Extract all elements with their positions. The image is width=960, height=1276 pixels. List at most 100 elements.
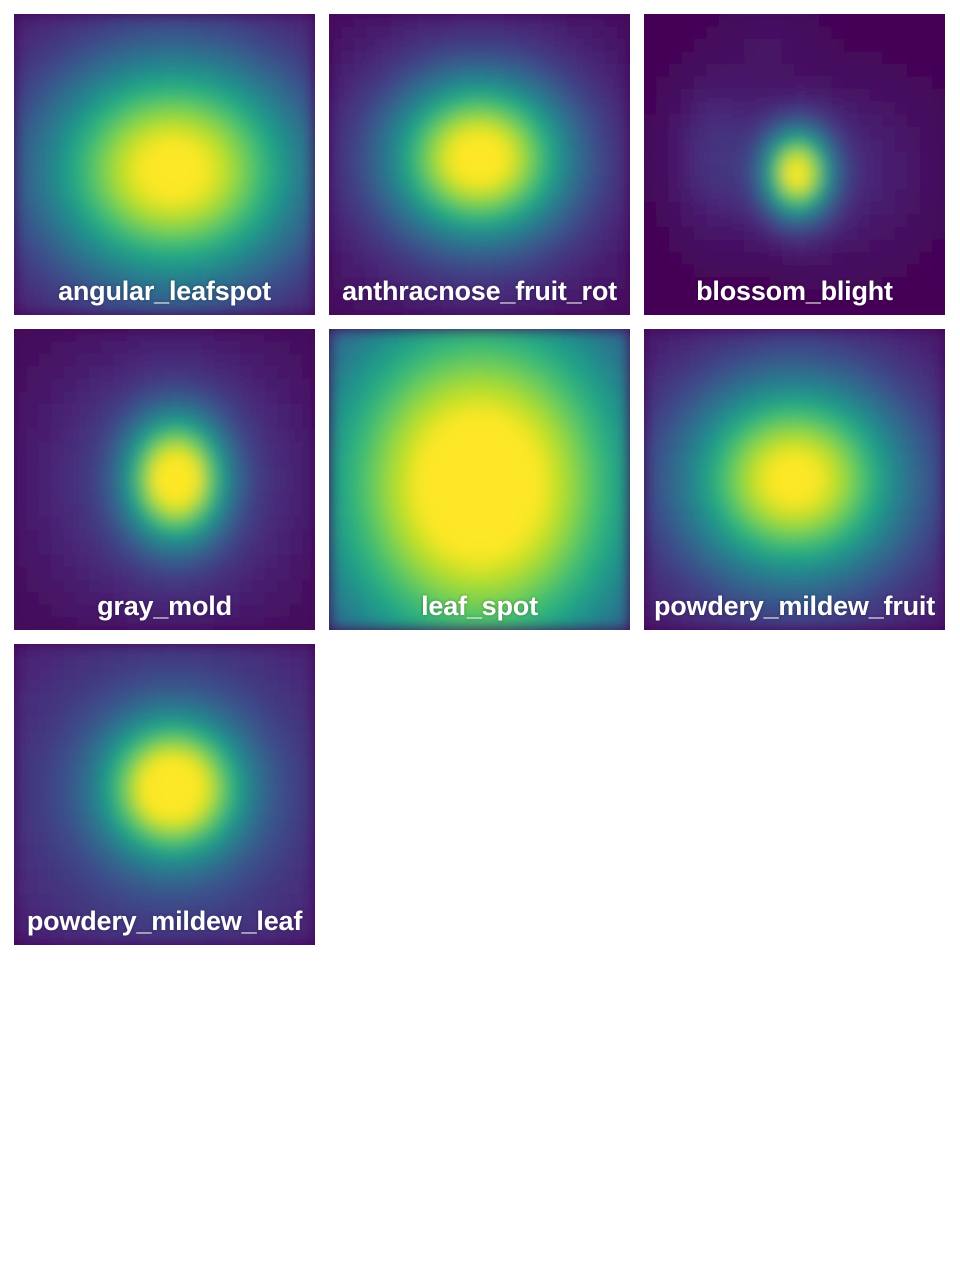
heatmap-cell [214,656,228,670]
heatmap-cell [264,302,278,315]
heatmap-cell [693,604,707,618]
heatmap-cell [151,378,165,392]
heatmap-cell [806,201,820,215]
heatmap-cell [604,554,618,568]
heatmap-cell [391,289,405,303]
heatmap-cell [668,201,682,215]
heatmap-cell [114,466,128,480]
heatmap-cell [656,378,670,392]
heatmap-cell [239,239,253,253]
heatmap-cell [794,466,808,480]
heatmap-cell [604,454,618,468]
heatmap-cell [51,51,65,65]
heatmap-cell [529,189,543,203]
heatmap-cell [51,894,65,908]
heatmap-cell [744,391,758,405]
heatmap-cell [38,114,52,128]
heatmap-cell [794,226,808,241]
heatmap-cell [932,541,945,556]
heatmap-cell [26,126,40,140]
heatmap-cell [644,429,657,443]
heatmap-cell [201,831,215,845]
heatmap-cell [769,289,783,303]
heatmap-cell [214,353,228,367]
heatmap-cell [932,416,945,430]
heatmap-cell [466,341,480,355]
heatmap-cell [277,454,291,468]
heatmap-cell [693,391,707,405]
heatmap-cell [894,201,908,215]
heatmap-cell [882,239,896,253]
heatmap-cell [731,139,745,153]
heatmap-cell [101,504,115,518]
heatmap-cell [466,14,480,27]
heatmap-cell [844,14,858,27]
heatmap-cell [441,541,455,556]
heatmap-cell [718,176,733,190]
heatmap-cell [869,63,883,77]
heatmap-cell [869,264,883,278]
heatmap-cell [756,126,770,140]
heatmap-cell [151,126,165,140]
heatmap-cell [114,441,128,455]
heatmap-cell [88,114,103,128]
heatmap-cell [189,277,203,291]
heatmap-cell [441,554,455,568]
heatmap-cell [353,541,367,556]
heatmap-cell [26,429,40,443]
heatmap-cell [114,126,128,140]
heatmap-cell [718,353,733,367]
heatmap-cell [831,466,845,480]
heatmap-cell [264,329,278,342]
heatmap-cell [907,441,921,455]
heatmap-cell [932,302,945,315]
heatmap-cell [126,391,140,405]
heatmap-cell [479,592,493,606]
heatmap-cell [289,126,303,140]
heatmap-cell [14,554,27,568]
heatmap-cell [289,454,303,468]
heatmap-cell [907,88,921,103]
heatmap-cell [264,882,278,896]
heatmap-cell [201,454,215,468]
heatmap-cell [201,504,215,518]
heatmap-cell [644,567,657,581]
heatmap-cell [101,114,115,128]
heatmap-cell [126,63,140,77]
heatmap-cell [668,302,682,315]
heatmap-cell [176,378,190,392]
heatmap-cell [264,932,278,945]
heatmap-cell [164,63,178,77]
heatmap-cell [491,604,505,618]
heatmap-cell [756,226,770,241]
heatmap-cell [706,353,720,367]
heatmap-cell [403,529,418,543]
heatmap-cell [756,441,770,455]
heatmap-cell [656,201,670,215]
heatmap-cell [781,391,795,405]
heatmap-cell [378,554,392,568]
heatmap-cell [226,579,241,593]
heatmap-cell [201,516,215,530]
heatmap-cell [794,101,808,115]
heatmap-cell [466,63,480,77]
heatmap-cell [126,378,140,392]
heatmap-cell [391,302,405,315]
heatmap-cell [176,226,190,241]
heatmap-cell [63,289,77,303]
heatmap-cell [644,252,657,266]
heatmap-cell [38,51,52,65]
heatmap-cell [63,604,77,618]
heatmap-cell [529,264,543,278]
heatmap-cell [26,932,40,945]
heatmap-cell [592,366,606,380]
heatmap-cell [454,14,468,27]
heatmap-cell [479,151,493,165]
heatmap-cell [466,416,480,430]
heatmap-cell [731,454,745,468]
heatmap-cell [329,14,342,27]
heatmap-cell [63,126,77,140]
heatmap-cell [391,38,405,52]
heatmap-cell [189,769,203,783]
heatmap-cell [554,252,568,266]
